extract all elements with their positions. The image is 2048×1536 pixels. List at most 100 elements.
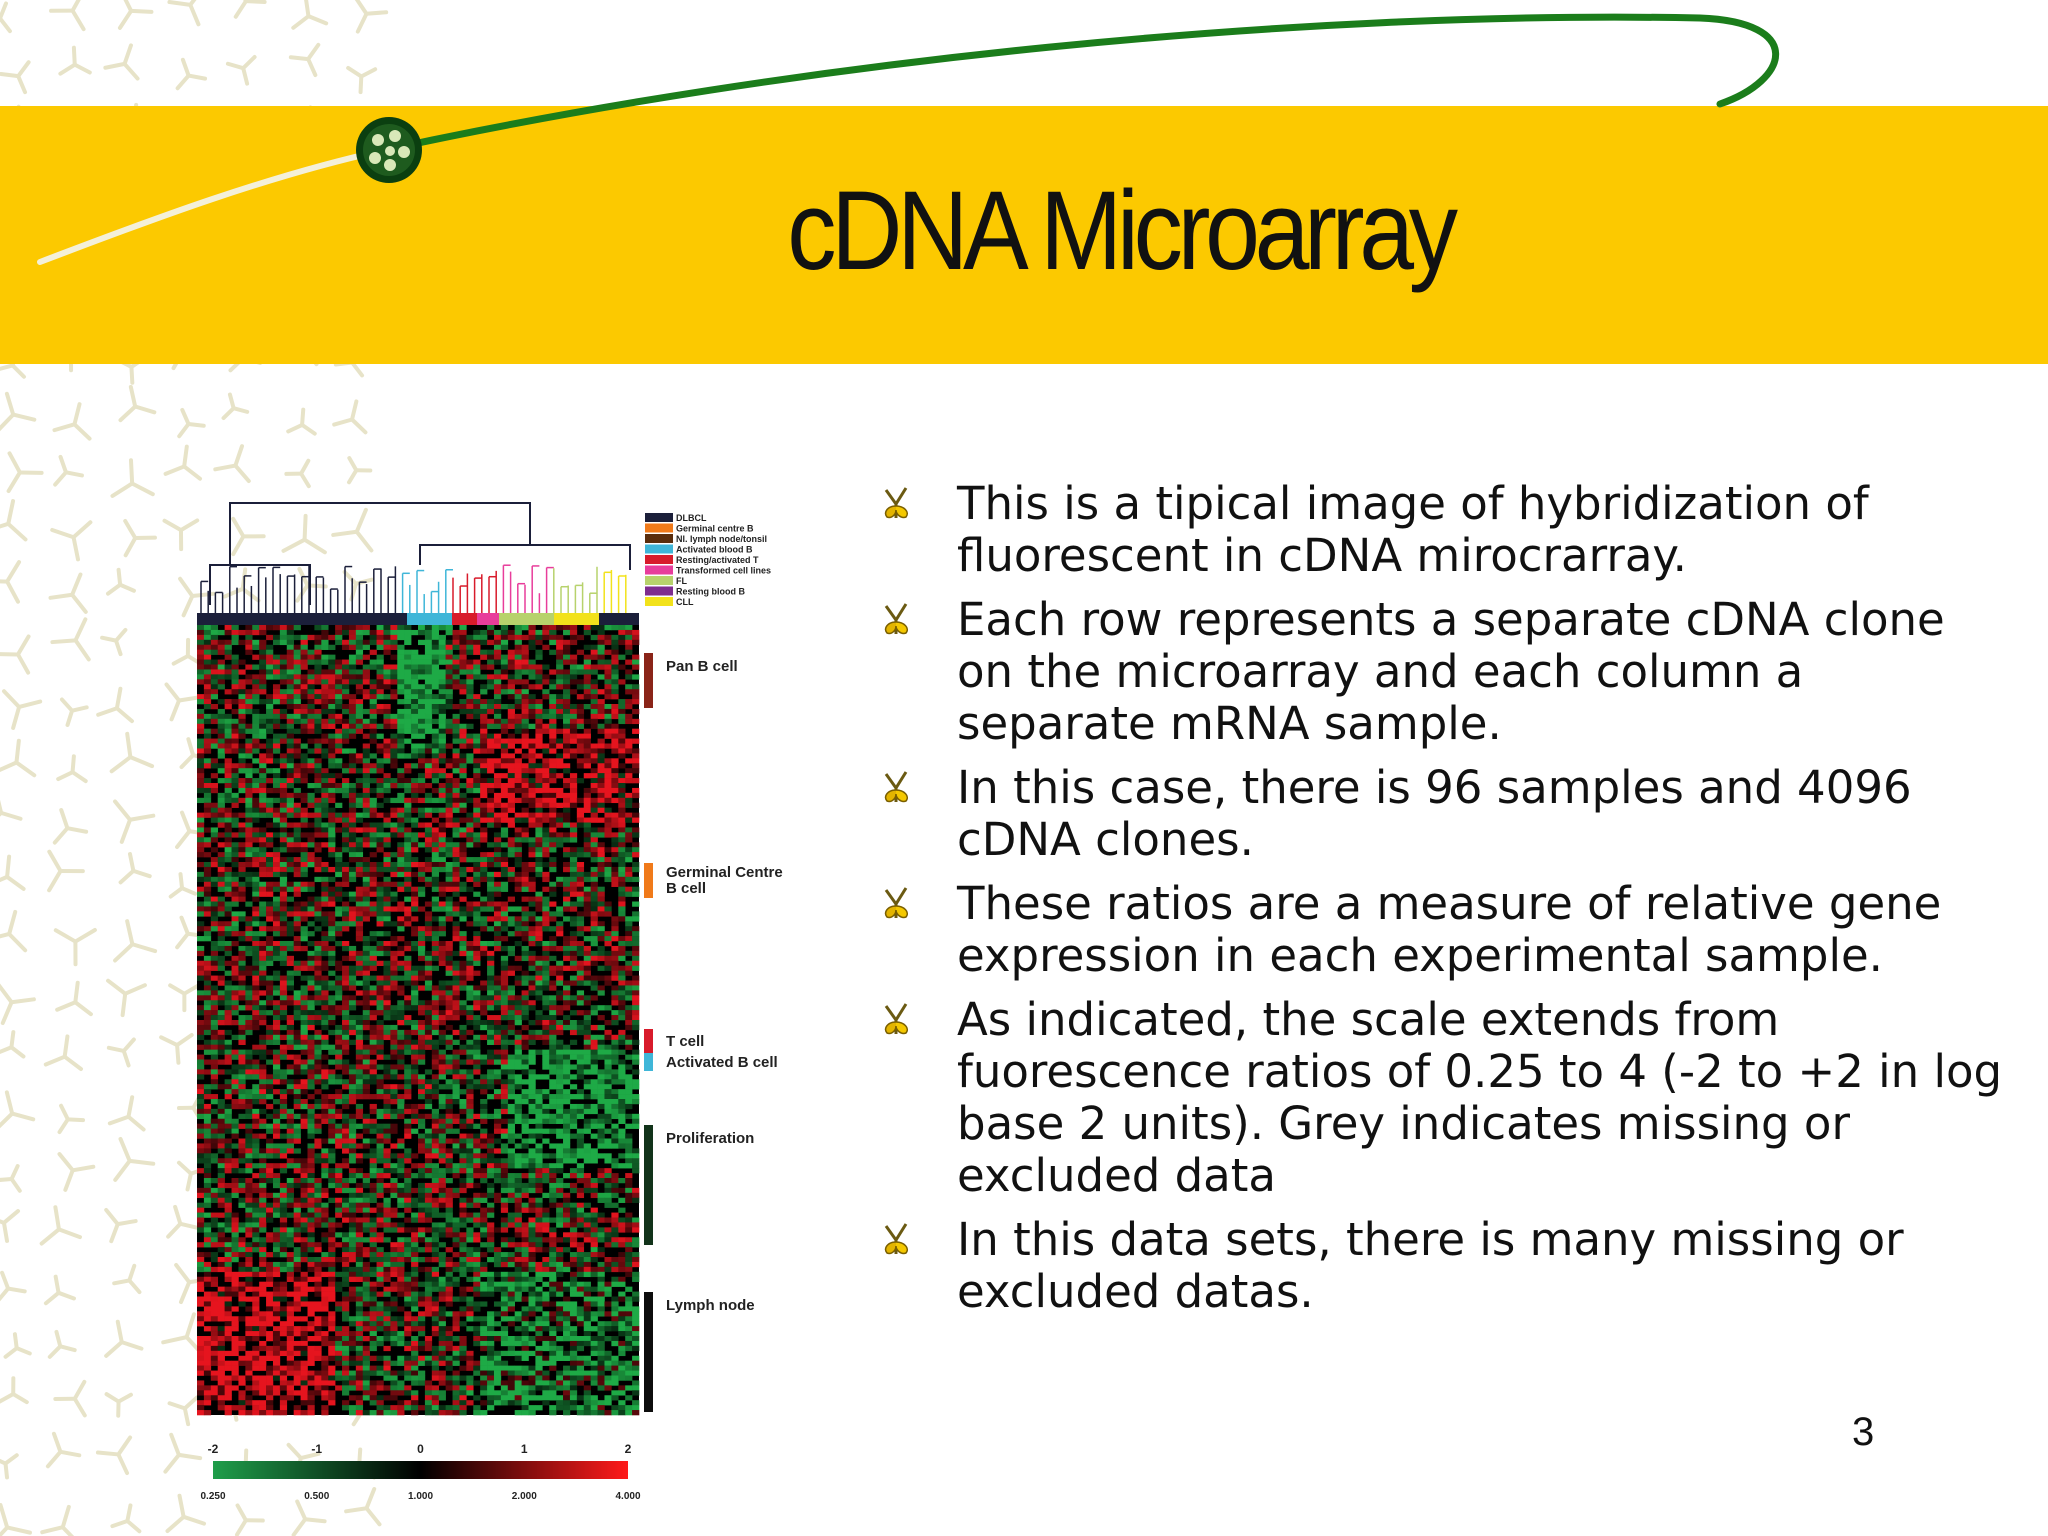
heatmap-cell — [224, 906, 232, 912]
heatmap-cell — [535, 768, 543, 774]
heatmap-cell — [521, 1089, 529, 1095]
heatmap-cell — [563, 901, 571, 907]
heatmap-cell — [293, 773, 301, 779]
heatmap-cell — [390, 723, 398, 729]
heatmap-cell — [431, 926, 440, 932]
heatmap-cell — [431, 832, 440, 838]
heatmap-cell — [397, 866, 405, 873]
heatmap-cell — [383, 857, 391, 863]
heatmap-cell — [411, 664, 419, 670]
heatmap-cell — [404, 941, 412, 947]
heatmap-cell — [348, 871, 357, 878]
heatmap-cell — [245, 807, 253, 813]
heatmap-cell — [549, 1000, 557, 1006]
heatmap-cell — [569, 965, 578, 971]
heatmap-cell — [569, 916, 578, 922]
heatmap-cell — [259, 891, 267, 897]
heatmap-cell — [231, 1054, 239, 1060]
heatmap-cell — [618, 990, 626, 996]
heatmap-cell — [252, 1010, 260, 1016]
heatmap-cell — [279, 827, 288, 833]
heatmap-cell — [632, 748, 640, 754]
heatmap-cell — [238, 704, 246, 710]
heatmap-cell — [376, 783, 384, 789]
heatmap-cell — [459, 723, 467, 729]
heatmap-cell — [411, 807, 419, 813]
heatmap-cell — [521, 738, 529, 744]
heatmap-cell — [397, 679, 405, 685]
heatmap-cell — [404, 1094, 412, 1100]
heatmap-cell — [583, 748, 591, 754]
heatmap-cell — [314, 689, 322, 695]
heatmap-cell — [590, 1108, 598, 1115]
heatmap-cell — [266, 945, 274, 952]
heatmap-cell — [321, 639, 329, 646]
heatmap-cell — [424, 901, 433, 907]
heatmap-cell — [514, 1044, 522, 1050]
heatmap-cell — [210, 965, 219, 971]
heatmap-cell — [245, 857, 253, 863]
heatmap-cell — [528, 1074, 536, 1080]
heatmap-cell — [203, 827, 212, 833]
heatmap-cell — [238, 743, 246, 749]
heatmap-cell — [459, 644, 467, 650]
heatmap-cell — [300, 832, 308, 838]
heatmap-cell — [611, 1034, 619, 1041]
heatmap-cell — [321, 708, 329, 715]
heatmap-cell — [300, 792, 308, 799]
heatmap-cell — [445, 847, 453, 853]
heatmap-cell — [556, 792, 564, 799]
heatmap-cell — [459, 649, 467, 655]
heatmap-cell — [335, 639, 343, 646]
heatmap-cell — [321, 965, 329, 971]
heatmap-cell — [369, 1069, 377, 1075]
heatmap-cell — [542, 896, 550, 902]
heatmap-cell — [293, 728, 301, 734]
heatmap-cell — [487, 738, 495, 744]
heatmap-cell — [528, 797, 536, 804]
heatmap-cell — [493, 1059, 502, 1065]
heatmap-cell — [210, 1010, 219, 1016]
heatmap-cell — [293, 753, 301, 759]
heatmap-cell — [459, 1069, 467, 1075]
heatmap-cell — [238, 1123, 246, 1129]
heatmap-cell — [238, 985, 246, 991]
heatmap-cell — [411, 970, 419, 976]
heatmap-cell — [362, 753, 370, 759]
heatmap-cell — [445, 797, 453, 804]
heatmap-cell — [625, 674, 633, 680]
heatmap-cell — [210, 758, 219, 764]
heatmap-cell — [307, 748, 315, 754]
heatmap-cell — [445, 743, 453, 749]
heatmap-cell — [293, 1005, 301, 1011]
heatmap-cell — [480, 1054, 488, 1060]
heatmap-cell — [197, 787, 205, 794]
heatmap-cell — [376, 629, 384, 636]
heatmap-cell — [480, 639, 488, 646]
heatmap-cell — [542, 817, 550, 823]
heatmap-cell — [197, 817, 205, 823]
heatmap-cell — [452, 970, 460, 976]
heatmap-cell — [438, 1074, 446, 1080]
heatmap-cell — [438, 743, 446, 749]
heatmap-cell — [466, 699, 474, 705]
heatmap-cell — [210, 975, 219, 981]
heatmap-cell — [611, 871, 619, 878]
heatmap-cell — [563, 649, 571, 655]
heatmap-cell — [424, 1000, 433, 1006]
heatmap-cell — [424, 837, 433, 843]
heatmap-cell — [321, 674, 329, 680]
heatmap-cell — [404, 857, 412, 863]
heatmap-cell — [307, 713, 315, 720]
heatmap-cell — [286, 679, 294, 685]
heatmap-cell — [528, 975, 536, 981]
heatmap-cell — [286, 664, 294, 670]
heatmap-cell — [424, 689, 433, 695]
heatmap-cell — [252, 748, 260, 754]
heatmap-cell — [459, 970, 467, 976]
heatmap-cell — [314, 743, 322, 749]
heatmap-cell — [307, 763, 315, 769]
heatmap-cell — [286, 733, 294, 739]
heatmap-cell — [563, 1024, 571, 1031]
heatmap-cell — [625, 950, 633, 957]
